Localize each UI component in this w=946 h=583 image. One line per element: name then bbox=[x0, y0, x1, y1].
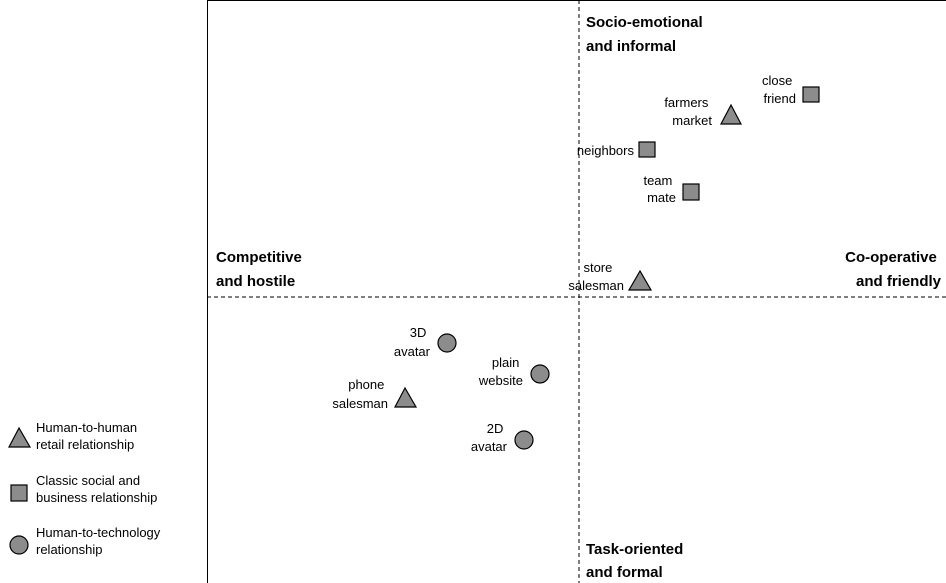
legend-label: Human-to-human retail relationship bbox=[36, 420, 141, 452]
point-label: phone salesman bbox=[332, 377, 388, 411]
point-3d-avatar: 3D avatar bbox=[394, 325, 457, 359]
axis-label-bottom: Task-oriented and formal bbox=[586, 541, 687, 581]
triangle-icon bbox=[8, 426, 32, 448]
triangle-marker bbox=[720, 103, 742, 125]
point-label: 2D avatar bbox=[471, 421, 508, 454]
point-neighbors: neighbors bbox=[577, 141, 656, 158]
legend: Human-to-human retail relationship Class… bbox=[8, 420, 164, 557]
point-plain-website: plain website bbox=[478, 355, 550, 388]
square-marker bbox=[638, 141, 656, 158]
square-marker bbox=[682, 183, 700, 201]
circle-marker bbox=[514, 430, 534, 450]
legend-label: Classic social and business relationship bbox=[36, 473, 157, 505]
point-label: store salesman bbox=[568, 260, 624, 293]
point-2d-avatar: 2D avatar bbox=[471, 421, 534, 454]
circle-marker bbox=[530, 364, 550, 384]
point-label: farmers market bbox=[664, 95, 712, 128]
point-label: close friend bbox=[762, 73, 796, 106]
point-team-mate: team mate bbox=[643, 173, 700, 205]
point-label: neighbors bbox=[577, 143, 635, 158]
point-label: plain website bbox=[478, 355, 523, 388]
axis-label-right: Co-operative and friendly bbox=[845, 249, 942, 290]
point-label: 3D avatar bbox=[394, 325, 431, 359]
legend-item-human-to-human: Human-to-human retail relationship bbox=[8, 420, 141, 452]
circle-icon bbox=[9, 535, 29, 555]
point-label: team mate bbox=[643, 173, 676, 205]
legend-label: Human-to-technology relationship bbox=[36, 525, 164, 557]
circle-marker bbox=[437, 333, 457, 353]
square-marker bbox=[802, 86, 820, 103]
axis-label-top: Socio-emotional and informal bbox=[586, 14, 707, 55]
triangle-marker bbox=[627, 269, 653, 291]
point-close-friend: close friend bbox=[762, 73, 820, 106]
point-phone-salesman: phone salesman bbox=[332, 377, 418, 411]
legend-item-human-to-technology: Human-to-technology relationship bbox=[9, 525, 164, 557]
square-icon bbox=[10, 484, 28, 502]
axis-label-left: Competitive and hostile bbox=[216, 249, 306, 290]
legend-item-classic-social: Classic social and business relationship bbox=[10, 473, 157, 505]
point-store-salesman: store salesman bbox=[568, 260, 653, 293]
triangle-marker bbox=[394, 386, 418, 408]
point-farmers-market: farmers market bbox=[664, 95, 742, 128]
